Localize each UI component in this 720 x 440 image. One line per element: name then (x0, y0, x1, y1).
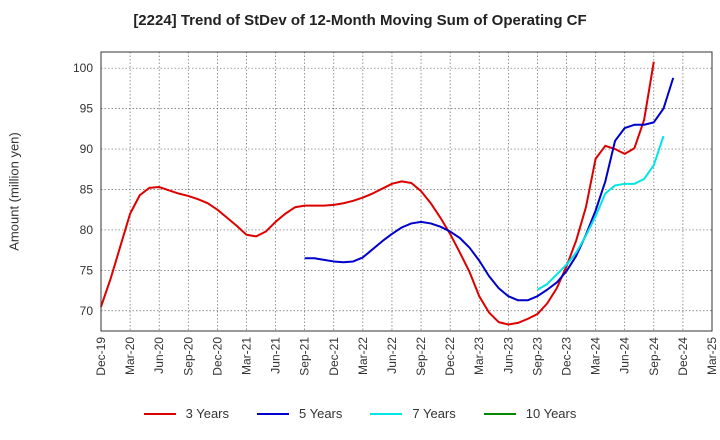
series-line-5-years (304, 77, 675, 302)
y-tick-label: 70 (80, 304, 94, 318)
x-tick-label: Sep-23 (530, 337, 544, 376)
x-tick-label: Sep-24 (647, 337, 661, 376)
x-tick-label: Mar-24 (589, 337, 603, 375)
y-tick-label: 100 (73, 61, 93, 75)
x-tick-label: Jun-23 (501, 337, 515, 374)
x-tick-label: Jun-20 (152, 337, 166, 374)
legend-swatch-7-years (370, 412, 403, 415)
x-tick-label: Jun-21 (269, 337, 283, 374)
legend-label-10-years: 10 Years (525, 406, 577, 421)
legend-swatch-5-years (257, 412, 289, 415)
legend: 3 Years 5 Years 7 Years 10 Years (0, 406, 720, 421)
x-tick-label: Dec-24 (676, 337, 690, 376)
x-tick-labels: Dec-19 Mar-20 Jun-20 Sep-20 Dec-20 Mar-21 Jun-… (94, 337, 719, 376)
x-tick-label: Dec-19 (94, 337, 108, 376)
x-tick-label: Dec-23 (560, 337, 574, 376)
legend-swatch-10-years (483, 412, 516, 415)
x-tick-label: Mar-21 (239, 337, 253, 375)
chart-title: [2224] Trend of StDev of 12-Month Moving… (133, 12, 587, 29)
legend-label-3-years: 3 Years (185, 406, 229, 421)
x-tick-label: Mar-23 (472, 337, 486, 375)
x-tick-label: Dec-21 (327, 337, 341, 376)
legend-item-3-years: 3 Years (143, 406, 229, 421)
legend-label-5-years: 5 Years (299, 406, 343, 421)
legend-item-10-years: 10 Years (483, 406, 577, 421)
plot-frame (100, 51, 713, 332)
y-tick-label: 90 (80, 142, 94, 156)
y-tick-label: 95 (80, 102, 94, 116)
x-tick-label: Sep-21 (298, 337, 312, 376)
series-lines (100, 61, 675, 326)
x-tick-label: Dec-22 (443, 337, 457, 376)
x-tick-label: Mar-20 (123, 337, 137, 375)
x-tick-label: Jun-24 (618, 337, 632, 374)
x-tick-label: Jun-22 (385, 337, 399, 374)
y-tick-labels: 70 75 80 85 90 95 100 (73, 61, 93, 318)
x-tick-label: Dec-20 (210, 337, 224, 376)
y-tick-label: 85 (80, 182, 94, 196)
x-tick-label: Mar-22 (356, 337, 370, 375)
series-line-7-years (536, 135, 665, 291)
legend-item-7-years: 7 Years (370, 406, 456, 421)
legend-item-5-years: 5 Years (257, 406, 342, 421)
x-tick-label: Sep-20 (181, 337, 195, 376)
x-tick-label: Mar-25 (705, 337, 719, 375)
legend-swatch-3-years (143, 412, 176, 415)
grid (101, 52, 712, 331)
y-tick-label: 80 (80, 223, 94, 237)
y-tick-label: 75 (80, 263, 94, 277)
series-line-3-years (100, 61, 655, 326)
x-tick-label: Sep-22 (414, 337, 428, 376)
legend-label-7-years: 7 Years (412, 406, 456, 421)
